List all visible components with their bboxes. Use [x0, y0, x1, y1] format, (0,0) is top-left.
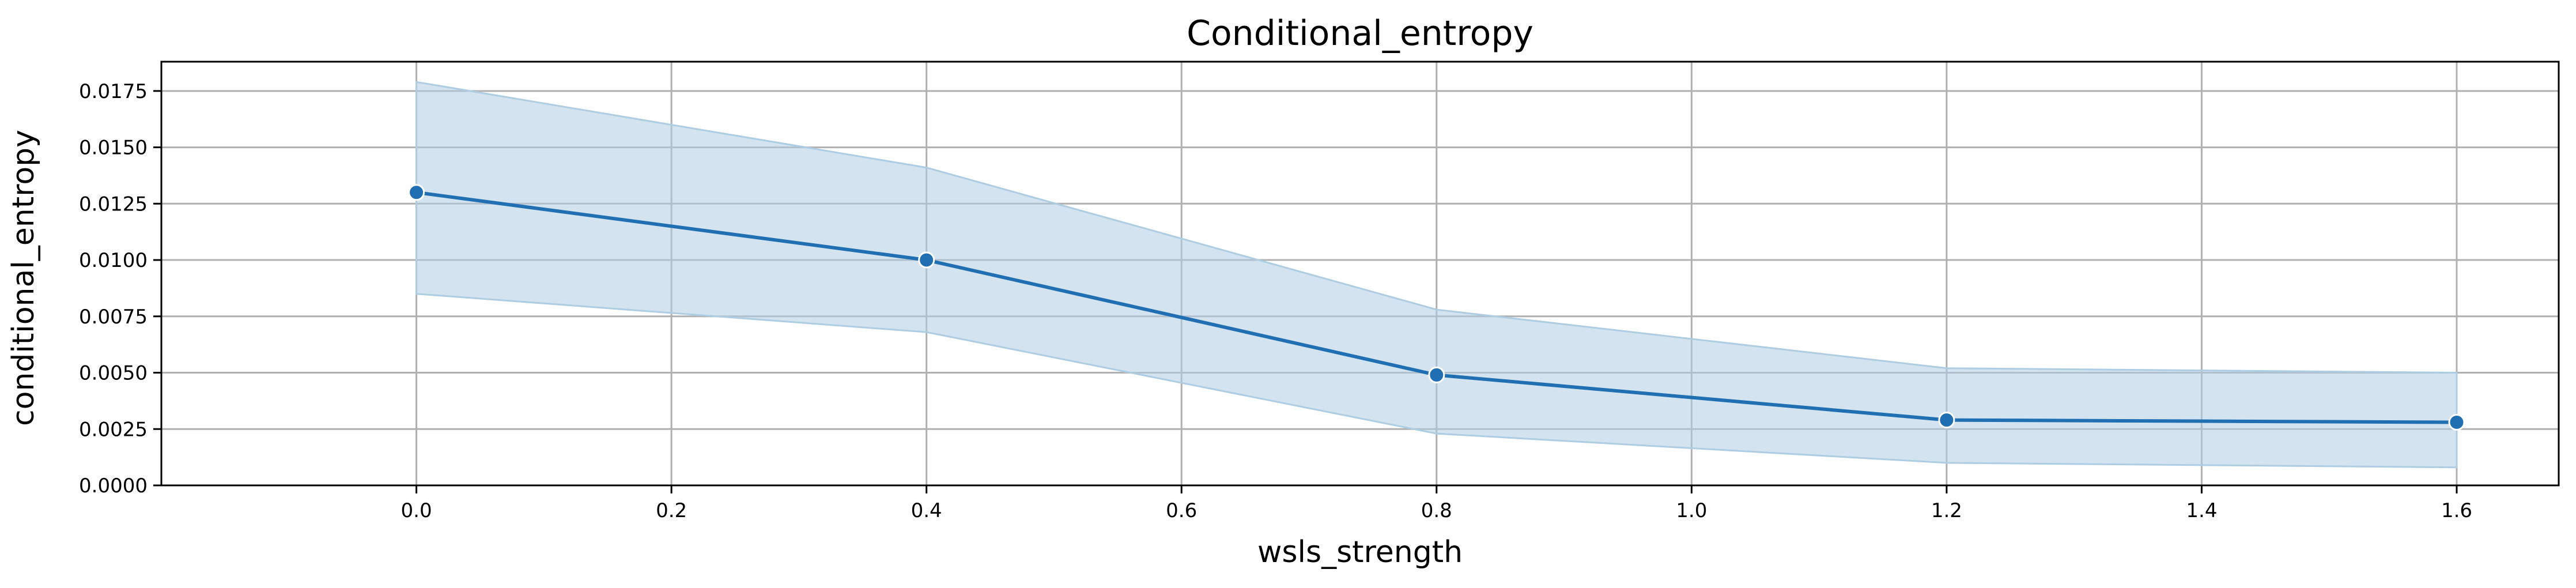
axes — [153, 61, 2560, 493]
y-axis-label: conditional_entropy — [6, 130, 41, 426]
x-tick-label: 0.0 — [401, 499, 432, 522]
x-tick-label: 0.4 — [911, 499, 942, 522]
y-tick-label: 0.0075 — [79, 306, 148, 329]
data-point — [1938, 412, 1955, 429]
y-tick-label: 0.0025 — [79, 418, 148, 441]
x-tick-label: 1.4 — [2186, 499, 2217, 522]
y-tick-label: 0.0100 — [79, 249, 148, 272]
y-tick-label: 0.0125 — [79, 193, 148, 216]
x-tick-label: 0.2 — [656, 499, 687, 522]
data-markers — [408, 184, 2465, 431]
y-tick-label: 0.0050 — [79, 362, 148, 385]
x-tick-label: 0.6 — [1166, 499, 1197, 522]
y-tick-label: 0.0175 — [79, 80, 148, 103]
x-tick-label: 1.2 — [1931, 499, 1962, 522]
y-tick-label: 0.0000 — [79, 474, 148, 497]
plot-frame — [160, 61, 2560, 487]
x-tick-label: 1.0 — [1676, 499, 1707, 522]
x-tick-label: 0.8 — [1421, 499, 1452, 522]
data-point — [2448, 414, 2465, 431]
x-axis-label: wsls_strength — [1257, 535, 1463, 570]
x-tick-label: 1.6 — [2441, 499, 2472, 522]
data-point — [918, 251, 935, 269]
y-tick-label: 0.0150 — [79, 137, 148, 160]
y-tick-labels: 0.0000 0.0025 0.0050 0.0075 0.0100 0.0125 0.01… — [79, 80, 148, 497]
x-tick-labels: 0.0 0.2 0.4 0.6 0.8 1.0 1.2 1.4 1.6 — [401, 499, 2473, 522]
data-point — [408, 184, 425, 201]
data-point — [1428, 366, 1445, 383]
confidence-band — [416, 81, 2458, 469]
chart-title: Conditional_entropy — [1187, 13, 1533, 54]
confidence-band-layer — [416, 81, 2458, 469]
